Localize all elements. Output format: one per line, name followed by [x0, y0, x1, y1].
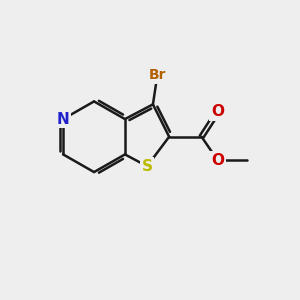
Text: N: N [57, 112, 70, 127]
Text: S: S [142, 159, 153, 174]
Text: Br: Br [148, 68, 166, 82]
Text: O: O [211, 153, 224, 168]
Text: O: O [211, 104, 224, 119]
